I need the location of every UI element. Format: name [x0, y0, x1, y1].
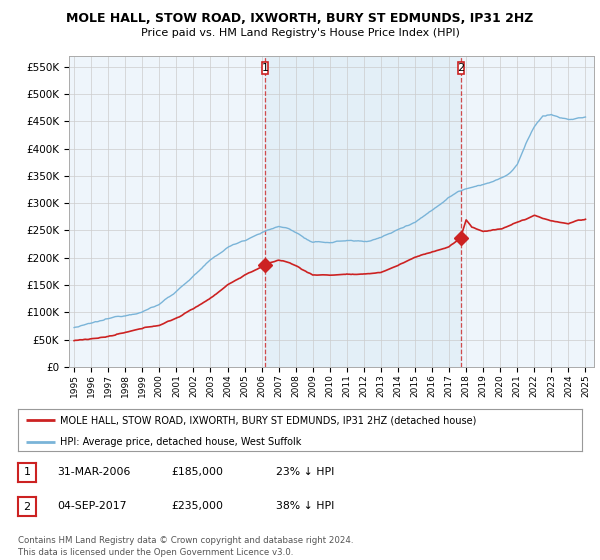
Text: £235,000: £235,000	[171, 501, 223, 511]
FancyBboxPatch shape	[458, 62, 464, 74]
Text: This data is licensed under the Open Government Licence v3.0.: This data is licensed under the Open Gov…	[18, 548, 293, 557]
Text: 23% ↓ HPI: 23% ↓ HPI	[276, 467, 334, 477]
Text: Contains HM Land Registry data © Crown copyright and database right 2024.: Contains HM Land Registry data © Crown c…	[18, 536, 353, 545]
Text: HPI: Average price, detached house, West Suffolk: HPI: Average price, detached house, West…	[60, 437, 302, 446]
Text: MOLE HALL, STOW ROAD, IXWORTH, BURY ST EDMUNDS, IP31 2HZ: MOLE HALL, STOW ROAD, IXWORTH, BURY ST E…	[67, 12, 533, 25]
Text: 04-SEP-2017: 04-SEP-2017	[57, 501, 127, 511]
Text: 2: 2	[23, 502, 31, 512]
Text: MOLE HALL, STOW ROAD, IXWORTH, BURY ST EDMUNDS, IP31 2HZ (detached house): MOLE HALL, STOW ROAD, IXWORTH, BURY ST E…	[60, 415, 476, 425]
Bar	[265, 56, 461, 367]
Text: £185,000: £185,000	[171, 467, 223, 477]
FancyBboxPatch shape	[262, 62, 268, 74]
Text: 2: 2	[457, 63, 464, 73]
Text: 38% ↓ HPI: 38% ↓ HPI	[276, 501, 334, 511]
Text: 31-MAR-2006: 31-MAR-2006	[57, 467, 130, 477]
Text: 1: 1	[23, 468, 31, 478]
Text: 1: 1	[262, 63, 269, 73]
Text: Price paid vs. HM Land Registry's House Price Index (HPI): Price paid vs. HM Land Registry's House …	[140, 28, 460, 38]
